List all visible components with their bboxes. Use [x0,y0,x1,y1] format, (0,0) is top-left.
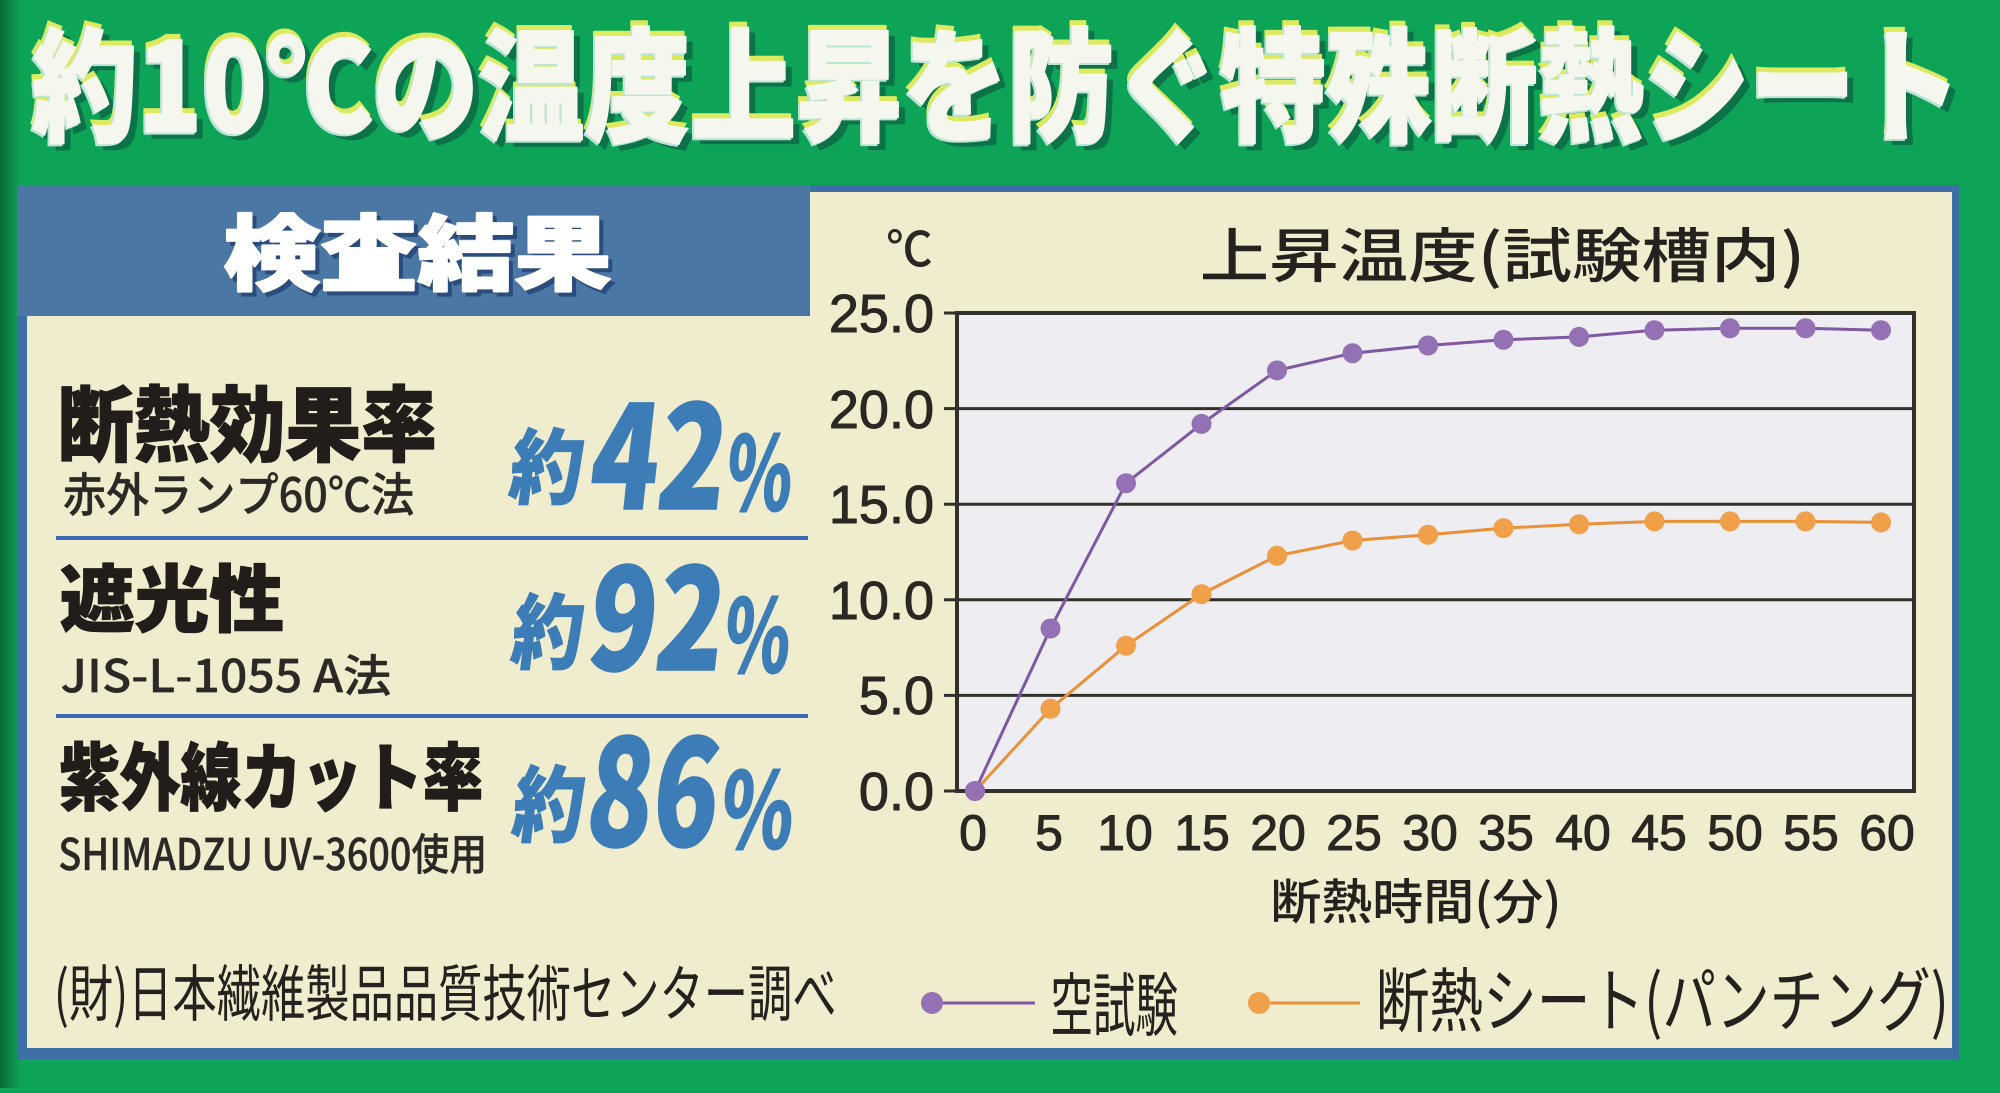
svg-text:5: 5 [1035,805,1063,861]
svg-text:55: 55 [1783,805,1839,861]
svg-text:30: 30 [1402,805,1458,861]
svg-text:15.0: 15.0 [829,475,934,535]
svg-text:10: 10 [1097,805,1153,861]
svg-text:10.0: 10.0 [829,571,934,631]
svg-text:15: 15 [1174,805,1230,861]
svg-text:5.0: 5.0 [859,666,934,726]
svg-text:0: 0 [959,805,987,861]
svg-text:25.0: 25.0 [829,284,934,344]
svg-text:45: 45 [1631,805,1687,861]
svg-text:35: 35 [1478,805,1534,861]
svg-text:25: 25 [1326,805,1382,861]
svg-text:20: 20 [1250,805,1306,861]
svg-text:40: 40 [1555,805,1611,861]
svg-text:60: 60 [1859,805,1915,861]
svg-text:20.0: 20.0 [829,380,934,440]
svg-text:0.0: 0.0 [859,762,934,822]
svg-text:50: 50 [1707,805,1763,861]
